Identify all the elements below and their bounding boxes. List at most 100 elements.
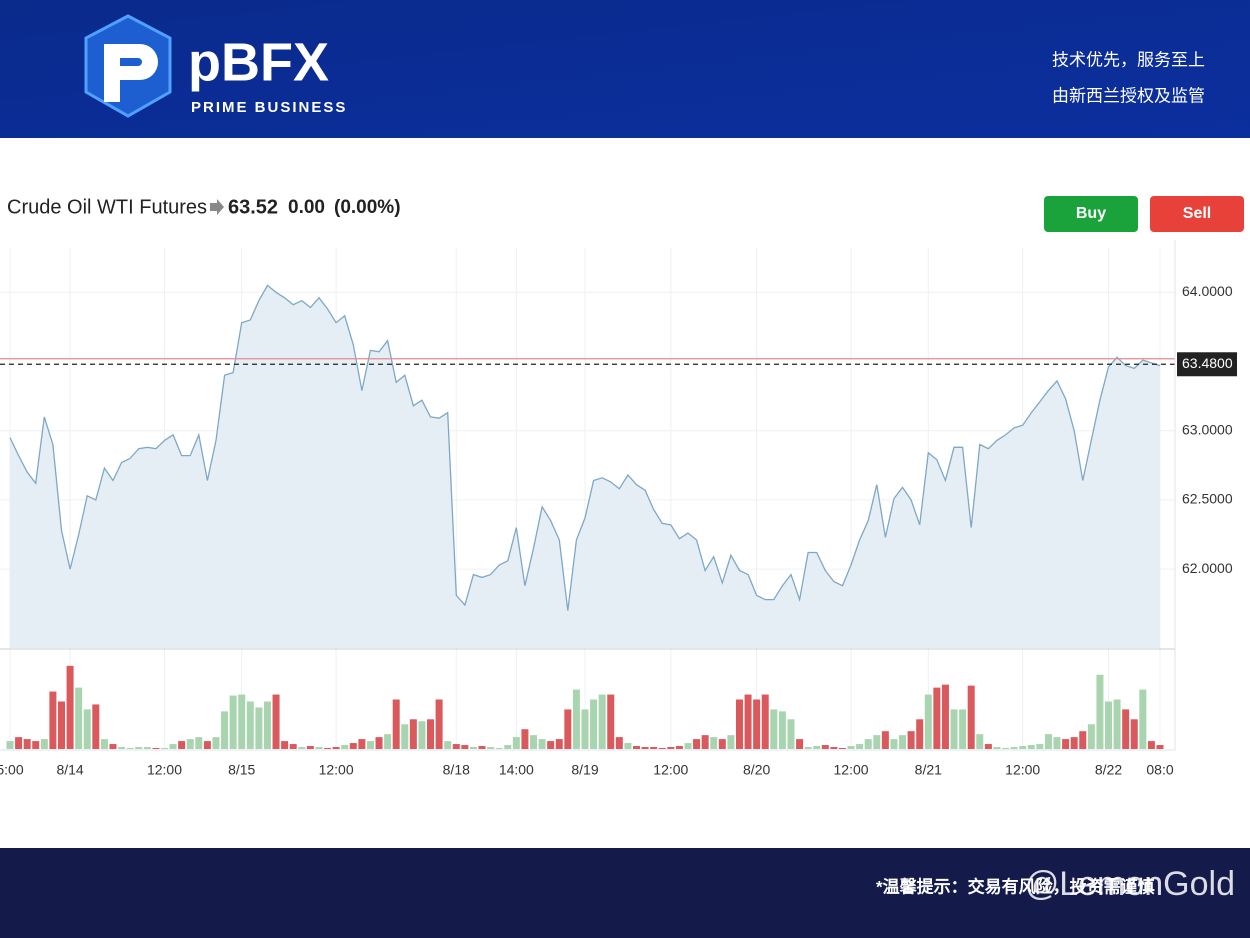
price-marker-label: 63.4800 (1182, 355, 1233, 371)
buy-button-bg[interactable] (1044, 196, 1138, 232)
volume-bar (384, 734, 392, 749)
volume-bar (907, 731, 915, 749)
volume-bar (1002, 748, 1010, 749)
volume-bar (160, 748, 168, 749)
volume-bar (32, 741, 40, 749)
volume-bar (23, 739, 31, 749)
slogan: 由新西兰授权及监管 (1052, 86, 1205, 105)
volume-bar (452, 744, 460, 749)
volume-bar (1070, 737, 1078, 749)
volume-bar (263, 701, 271, 749)
volume-bar (118, 747, 126, 749)
x-tick-label: 12:00 (319, 762, 354, 778)
sell-button[interactable]: Sell (1150, 196, 1244, 232)
volume-bar (100, 739, 108, 749)
y-tick-label: 63.0000 (1182, 421, 1233, 437)
volume-bar (881, 731, 889, 749)
buy-label[interactable]: Buy (1076, 205, 1106, 222)
volume-bar (315, 747, 323, 749)
volume-bar (409, 719, 417, 749)
volume-bar (444, 741, 452, 749)
volume-bar (435, 699, 443, 749)
sell-label[interactable]: Sell (1183, 205, 1211, 222)
y-tick-label: 62.0000 (1182, 560, 1233, 576)
volume-bar (1062, 739, 1070, 749)
volume-bar (66, 665, 74, 749)
volume-bar (203, 741, 211, 749)
volume-bar (641, 747, 649, 749)
volume-bar (787, 719, 795, 749)
volume-bar (590, 699, 598, 749)
buy-button[interactable]: Buy (1044, 196, 1138, 232)
volume-bar (607, 694, 615, 749)
x-tick-label: 12:00 (653, 762, 688, 778)
volume-bar (255, 707, 263, 749)
notice: *温馨提示：交易有风险，投资需谨慎 (876, 876, 1155, 896)
x-tick-label: 8/19 (571, 762, 598, 778)
volume-bar (1079, 731, 1087, 749)
volume-bar (341, 745, 349, 749)
volume-bar (375, 737, 383, 749)
y-tick-label: 62.5000 (1182, 491, 1233, 507)
volume-bar (890, 739, 898, 749)
volume-bar (1130, 719, 1138, 749)
volume-bar (753, 699, 761, 749)
volume-bar (1147, 741, 1155, 749)
volume-bar (830, 747, 838, 749)
volume-bar (178, 741, 186, 749)
header-band (0, 0, 1250, 138)
volume-bar (152, 748, 160, 749)
volume-bar (1113, 699, 1121, 749)
volume-bar (933, 687, 941, 749)
x-tick-label: 8/14 (56, 762, 83, 778)
volume-bar (109, 744, 117, 749)
volume-bar (212, 737, 220, 749)
volume-bar (701, 735, 709, 749)
volume-bar (461, 745, 469, 749)
volume-bar (83, 709, 91, 749)
volume-bar (495, 748, 503, 749)
volume-bar (521, 729, 529, 749)
plot (0, 248, 1175, 749)
volume-bar (727, 735, 735, 749)
logo-mark (104, 44, 158, 102)
area (10, 285, 1160, 648)
volume-bar (135, 747, 143, 749)
volume-bar (1096, 674, 1104, 749)
x-tick-label: 8/18 (443, 762, 470, 778)
volume-bar (1010, 747, 1018, 749)
brand: pBFX (188, 32, 329, 92)
volume-bar (1053, 737, 1061, 749)
volume-bar (693, 739, 701, 749)
x-tick-label: 8/21 (915, 762, 942, 778)
volume-bar (289, 744, 297, 749)
volume-bar (667, 747, 675, 749)
volume-bar (658, 748, 666, 749)
volume-bar (615, 737, 623, 749)
y-tick-label: 64.0000 (1182, 283, 1233, 299)
instrument-name: Crude Oil WTI Futures (7, 196, 207, 218)
volume-bar (941, 684, 949, 749)
volume-bar (126, 748, 134, 749)
volume-bar (427, 719, 435, 749)
volume-bar (967, 685, 975, 749)
volume-bar (281, 741, 289, 749)
volume-bar (358, 739, 366, 749)
x-tick-label: 08:0 (1146, 762, 1173, 778)
volume-bar (349, 743, 357, 749)
volume-bar (632, 746, 640, 749)
volume-bar (770, 709, 778, 749)
slogan: 技术优先，服务至上 (1052, 50, 1205, 69)
price-line (9, 284, 1161, 611)
volume-bar (675, 746, 683, 749)
volume-bar (238, 694, 246, 749)
sell-button-bg[interactable] (1150, 196, 1244, 232)
volume-bar (1122, 709, 1130, 749)
volume-bar (984, 744, 992, 749)
volume-bar (298, 747, 306, 749)
volume-bar (49, 691, 57, 749)
volume-bar (469, 747, 477, 749)
x-tick-label: 14:00 (499, 762, 534, 778)
